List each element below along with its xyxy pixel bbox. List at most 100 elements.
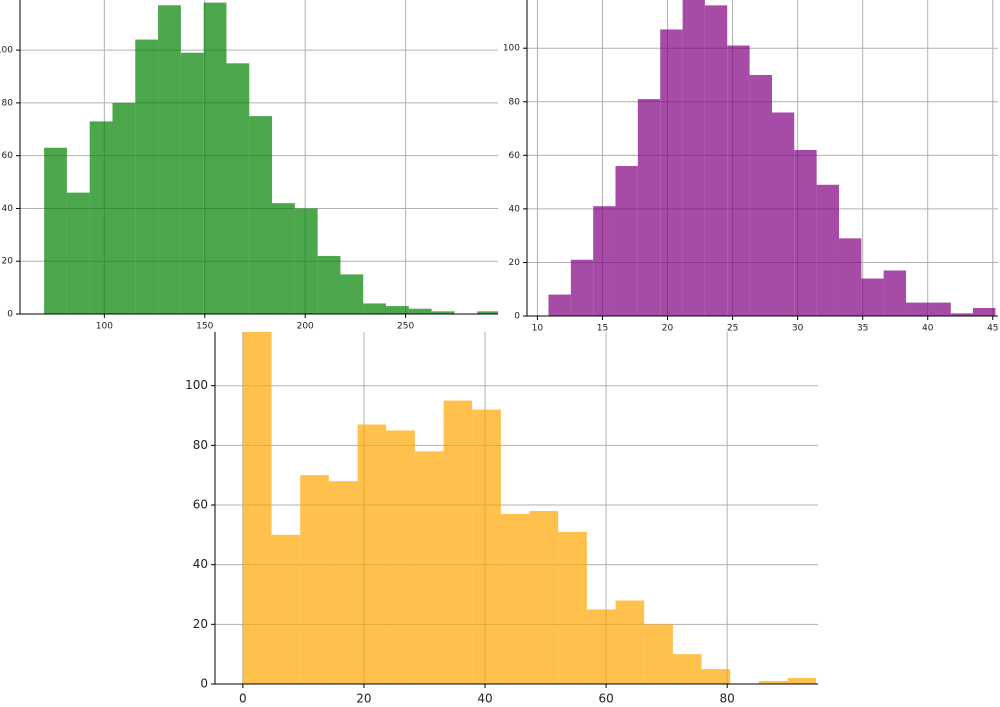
bar [682,0,705,316]
bar [615,166,638,316]
bars [242,332,817,684]
y-tick-label: 40 [2,204,14,214]
bar [294,208,318,314]
y-tick-label: 60 [2,151,14,161]
bar [158,5,181,314]
bar [727,45,750,316]
histogram-panel: 100 150 200 250 0 20 40 60 80 100 [0,0,498,332]
bar [249,116,273,314]
y-tick-label: 80 [509,97,521,107]
x-tick-label: 100 [96,322,113,332]
bar [414,451,444,684]
x-tick-label: 15 [597,324,608,334]
bar [660,29,683,316]
bars [44,2,498,314]
bar [328,481,358,684]
bar [749,74,772,316]
y-tick-label: 20 [193,617,208,631]
bar [771,112,795,316]
x-tick-label: 20 [662,324,674,334]
x-tick-label: 40 [922,324,934,334]
plot-area [527,0,998,316]
bar [787,678,817,684]
x-tick-label: 250 [397,322,414,332]
bar [477,311,498,314]
x-tick-label: 80 [720,691,735,705]
bar [644,624,673,684]
x-tick-label: 200 [297,322,314,332]
bar [271,534,301,684]
bar [89,121,113,314]
bar [317,255,341,314]
x-tick-label: 35 [857,324,868,334]
y-tick-label: 100 [0,46,13,56]
bar [300,475,329,684]
bar [615,600,645,684]
bar [226,63,250,314]
bar [704,5,728,316]
bar [386,306,409,314]
x-tick-label: 60 [598,691,613,705]
bar [66,192,90,314]
y-tick-label: 0 [7,310,13,320]
y-tick-label: 40 [193,557,208,571]
histogram-panel: 10 15 20 25 30 35 40 45 0 20 40 60 80 100 [503,0,999,334]
x-tick-label: 10 [532,324,544,334]
x-tick-label: 150 [196,322,213,332]
bar [529,510,559,684]
x-tick-label: 25 [727,324,738,334]
y-tick-label: 60 [509,151,521,161]
plot-area [20,0,498,314]
y-tick-label: 20 [2,257,14,267]
x-tick-label: 40 [477,691,492,705]
bar [906,302,929,316]
bar [180,52,204,314]
x-tick-label: 0 [239,691,247,705]
y-tick-label: 0 [514,312,520,322]
bar [928,302,951,316]
bar [794,149,817,316]
y-tick-label: 100 [185,378,208,392]
bar [357,424,387,684]
bar [443,400,473,684]
bar [839,238,862,316]
bar [112,102,136,314]
bar [672,654,702,684]
bar [272,203,295,314]
bar [637,99,661,316]
y-tick-label: 0 [200,677,208,691]
bar [340,274,364,314]
x-tick-label: 30 [792,324,804,334]
bar [408,308,432,314]
bar [758,681,788,684]
y-tick-label: 80 [193,438,208,452]
bar [586,609,616,684]
bar [203,2,227,314]
bar [431,311,455,314]
bar [950,313,974,316]
bar [386,430,415,684]
y-tick-label: 20 [509,258,521,268]
bars [548,0,996,316]
bar [701,669,731,684]
bar [44,147,67,314]
bar [500,513,530,684]
x-tick-label: 45 [987,324,998,334]
x-tick-label: 20 [356,691,371,705]
y-tick-label: 80 [2,98,14,108]
y-tick-label: 40 [509,204,521,214]
bar [472,409,501,684]
bar [883,270,907,316]
bar [570,259,594,316]
bar [861,278,884,316]
plot-area [215,332,818,684]
bar [548,294,571,316]
y-tick-label: 60 [193,498,208,512]
bar [973,307,996,316]
bar [558,531,587,684]
y-tick-label: 100 [503,44,520,54]
bar [593,206,616,316]
bar [363,303,387,314]
bar [816,184,840,316]
